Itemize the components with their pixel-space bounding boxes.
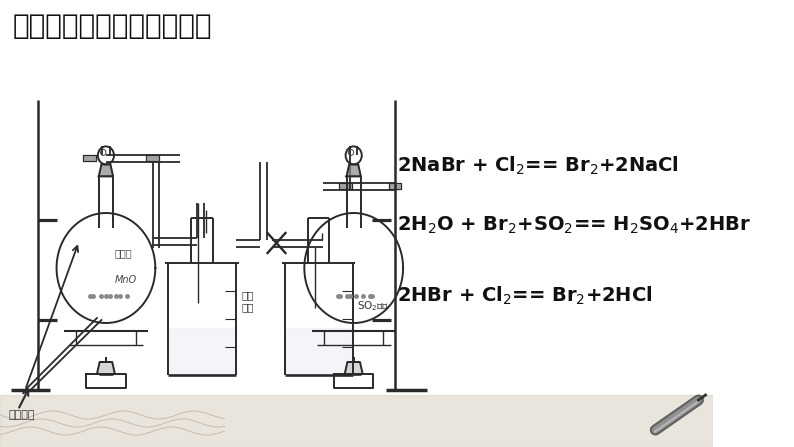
Polygon shape [146, 155, 159, 161]
Polygon shape [286, 328, 352, 374]
Polygon shape [0, 395, 713, 447]
Polygon shape [98, 164, 113, 177]
Text: 2H$_2$O + Br$_2$+SO$_2$== H$_2$SO$_4$+2HBr: 2H$_2$O + Br$_2$+SO$_2$== H$_2$SO$_4$+2H… [397, 215, 751, 236]
Text: MnO: MnO [115, 275, 137, 285]
Polygon shape [97, 362, 115, 374]
Polygon shape [389, 183, 401, 189]
Text: 浓盐酸: 浓盐酸 [115, 248, 133, 258]
Text: SO$_2$溶液: SO$_2$溶液 [357, 299, 390, 313]
Text: 鼓入空气: 鼓入空气 [9, 410, 36, 420]
Polygon shape [169, 328, 235, 374]
Text: 海水提溴的实验室模拟装置: 海水提溴的实验室模拟装置 [13, 12, 212, 40]
Polygon shape [346, 164, 361, 177]
Text: 2HBr + Cl$_2$== Br$_2$+2HCl: 2HBr + Cl$_2$== Br$_2$+2HCl [397, 285, 653, 307]
Text: 浓缩
海水: 浓缩 海水 [241, 290, 254, 312]
Text: 2NaBr + Cl$_2$== Br$_2$+2NaCl: 2NaBr + Cl$_2$== Br$_2$+2NaCl [397, 155, 679, 177]
Polygon shape [83, 155, 96, 161]
Polygon shape [345, 362, 363, 374]
Polygon shape [339, 183, 352, 189]
